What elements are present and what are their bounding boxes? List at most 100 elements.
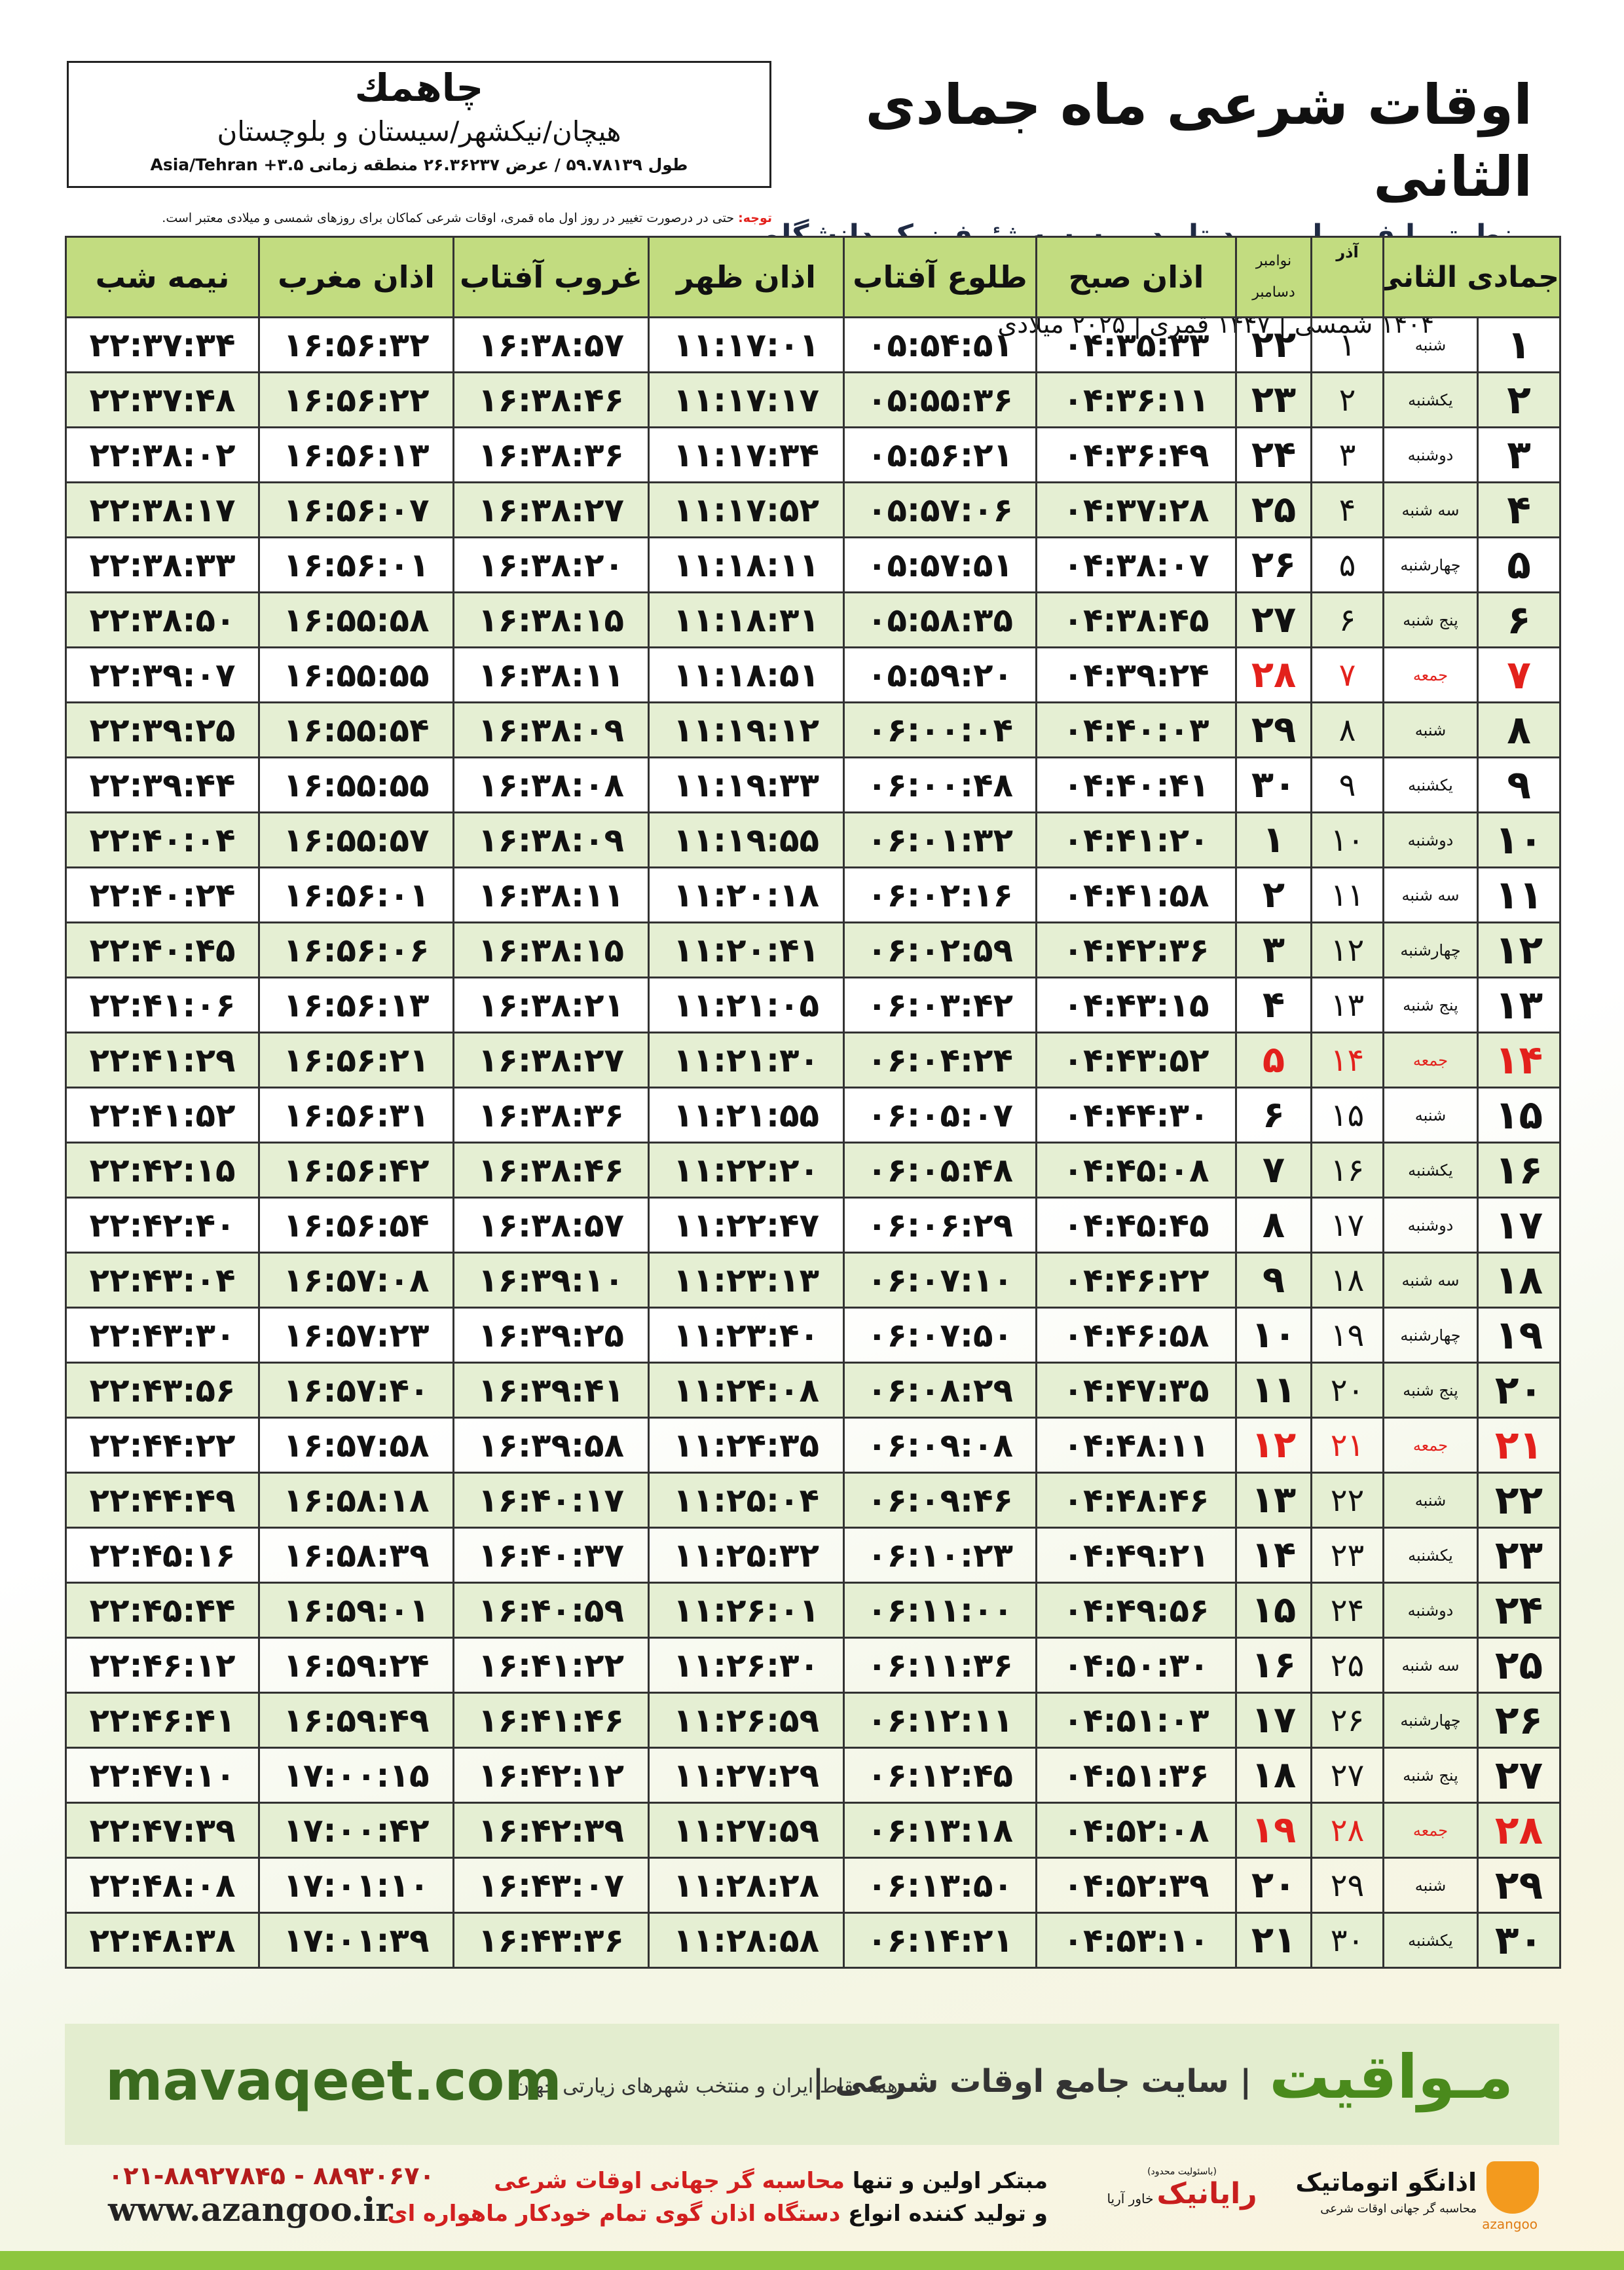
time-cell: ۰۴:۳۵:۳۳	[1035, 316, 1237, 373]
time: ۰۶:۰۰:۴۸	[866, 766, 1014, 804]
time-cell: ۰۶:۰۹:۴۶	[843, 1472, 1037, 1529]
time: ۱۶:۵۵:۵۸	[283, 601, 430, 639]
time-cell: ۱۶:۵۸:۱۸	[258, 1472, 454, 1529]
date-cell: ۲۱	[1235, 1912, 1312, 1969]
date-cell: ۸	[1310, 701, 1384, 758]
table-row: ۱ شنبه ۱ ۲۲ ۰۴:۳۵:۳۳ ۰۵:۵۴:۵۱ ۱۱:۱۷:۰۱ ۱۶:۳۸:۵۷…	[65, 316, 1562, 373]
azangoo-latin: azangoo	[1482, 2216, 1538, 2232]
time-cell: ۰۶:۱۱:۳۶	[843, 1637, 1037, 1694]
time: ۱۶:۳۸:۰۸	[477, 766, 625, 804]
date-cell: ۱۸	[1235, 1747, 1312, 1804]
time-cell: ۲۲:۳۸:۱۷	[65, 481, 260, 538]
table-row: ۲۷ پنج شنبه ۲۷ ۱۸ ۰۴:۵۱:۳۶ ۰۶:۱۲:۴۵ ۱۱:۲۷:۲۹ ۱۶…	[65, 1747, 1562, 1804]
date-cell: ۲۳	[1310, 1527, 1384, 1584]
time-cell: ۰۵:۵۸:۳۵	[843, 591, 1037, 648]
time-cell: ۱۶:۵۷:۵۸	[258, 1417, 454, 1474]
tagline: سایت جامع اوقات شرعی	[835, 2063, 1229, 2100]
time: ۱۱:۲۷:۲۹	[673, 1756, 820, 1795]
date-cell: ۱	[1310, 316, 1384, 373]
banner-logo: مـواقیت	[1269, 2042, 1513, 2112]
date-cell: یکشنبه	[1382, 371, 1479, 428]
date-cell: شنبه	[1382, 701, 1479, 758]
date-cell: ۱۱	[1235, 1362, 1312, 1419]
time-cell: ۰۶:۰۸:۲۹	[843, 1362, 1037, 1419]
table-row: ۱۴ جمعه ۱۴ ۵ ۰۴:۴۳:۵۲ ۰۶:۰۴:۲۴ ۱۱:۲۱:۳۰ ۱۶:۳۸:۲…	[65, 1032, 1562, 1088]
khavar: خاور آریا	[1107, 2191, 1154, 2206]
date-cell: یکشنبه	[1382, 1527, 1479, 1584]
time: ۱۶:۵۶:۳۲	[283, 326, 430, 364]
time-cell: ۱۱:۲۲:۲۰	[648, 1142, 845, 1199]
date-cell: ۹	[1235, 1252, 1312, 1309]
time-cell: ۱۱:۱۷:۰۱	[648, 316, 845, 373]
table-row: ۲۳ یکشنبه ۲۳ ۱۴ ۰۴:۴۹:۲۱ ۰۶:۱۰:۲۳ ۱۱:۲۵:۳۲ ۱۶:۴…	[65, 1527, 1562, 1584]
date-cell: چهارشنبه	[1382, 1307, 1479, 1364]
time-cell: ۱۱:۲۱:۵۵	[648, 1087, 845, 1144]
time-cell: ۱۶:۳۸:۴۶	[452, 371, 650, 428]
time: ۱۶:۳۸:۰۹	[477, 821, 625, 859]
time-cell: ۰۴:۳۷:۲۸	[1035, 481, 1237, 538]
date-cell: ۲۷	[1477, 1747, 1562, 1804]
time-cell: ۰۶:۰۳:۴۲	[843, 977, 1037, 1033]
date-cell: دوشنبه	[1382, 1197, 1479, 1254]
time: ۲۲:۴۵:۱۶	[89, 1536, 236, 1574]
date-cell: ۲۴	[1477, 1582, 1562, 1639]
time: ۱۶:۳۸:۳۶	[477, 1096, 625, 1134]
time-cell: ۰۶:۰۲:۵۹	[843, 921, 1037, 978]
date-cell: ۱۲	[1310, 921, 1384, 978]
date-cell: یکشنبه	[1382, 1912, 1479, 1969]
date-cell: ۱۲	[1235, 1417, 1312, 1474]
time-cell: ۱۶:۵۶:۳۱	[258, 1087, 454, 1144]
date-cell: ۱۹	[1310, 1307, 1384, 1364]
time-cell: ۰۶:۱۳:۱۸	[843, 1802, 1037, 1859]
time-cell: ۱۶:۵۶:۲۱	[258, 1032, 454, 1088]
time: ۲۲:۴۱:۰۶	[89, 986, 236, 1024]
time-cell: ۱۶:۴۰:۱۷	[452, 1472, 650, 1529]
time-cell: ۱۶:۵۵:۵۷	[258, 811, 454, 868]
time: ۱۶:۴۲:۱۲	[477, 1756, 625, 1795]
table-row: ۴ سه شنبه ۴ ۲۵ ۰۴:۳۷:۲۸ ۰۵:۵۷:۰۶ ۱۱:۱۷:۵۲ ۱۶:۳۸…	[65, 481, 1562, 538]
time: ۱۶:۵۶:۴۲	[283, 1151, 430, 1189]
time-cell: ۰۴:۵۱:۳۶	[1035, 1747, 1237, 1804]
time-cell: ۱۶:۵۶:۳۲	[258, 316, 454, 373]
time-cell: ۰۶:۱۰:۲۳	[843, 1527, 1037, 1584]
time-cell: ۱۶:۴۳:۳۶	[452, 1912, 650, 1969]
time: ۰۴:۴۰:۰۳	[1063, 711, 1209, 749]
time-cell: ۰۴:۴۵:۰۸	[1035, 1142, 1237, 1199]
time: ۰۴:۵۱:۳۶	[1063, 1756, 1209, 1795]
time: ۱۶:۵۷:۴۰	[283, 1371, 430, 1409]
date-cell: ۱۸	[1310, 1252, 1384, 1309]
time: ۱۶:۵۹:۰۱	[283, 1591, 430, 1629]
time: ۱۶:۳۸:۱۵	[477, 931, 625, 969]
raianik: رایانیک	[1156, 2177, 1257, 2210]
time-cell: ۲۲:۴۷:۱۰	[65, 1747, 260, 1804]
date-cell: ۲۷	[1235, 591, 1312, 648]
time: ۰۶:۰۳:۴۲	[866, 986, 1014, 1024]
time: ۲۲:۴۴:۲۲	[89, 1426, 236, 1464]
url: mavaqeet.com	[105, 2049, 562, 2113]
header-time: طلوع آفتاب	[843, 236, 1037, 318]
time: ۱۱:۲۴:۰۸	[673, 1371, 820, 1409]
time-cell: ۱۱:۲۰:۱۸	[648, 866, 845, 923]
time-cell: ۱۷:۰۰:۱۵	[258, 1747, 454, 1804]
coords: طول ۵۹.۷۸۱۳۹ / عرض ۲۶.۳۶۲۳۷ منطقه زمانی …	[150, 155, 688, 174]
time: ۰۴:۵۳:۱۰	[1063, 1921, 1209, 1960]
banner-tagline: | سایت جامع اوقات شرعی |	[812, 2063, 1251, 2100]
date-cell: ۲۸	[1235, 646, 1312, 703]
time: ۱۶:۴۰:۵۹	[477, 1591, 625, 1629]
time: ۰۴:۴۵:۴۵	[1063, 1206, 1209, 1244]
date-cell: ۳۰	[1477, 1912, 1562, 1969]
time-cell: ۰۴:۴۶:۲۲	[1035, 1252, 1237, 1309]
company-text: مبتکر اولین و تنها محاسبه گر جهانی اوقات…	[387, 2165, 1048, 2230]
date-cell: ۵	[1310, 536, 1384, 593]
date-cell: ۶	[1235, 1087, 1312, 1144]
time: ۲۲:۴۷:۱۰	[89, 1756, 236, 1795]
time-cell: ۲۲:۴۱:۰۶	[65, 977, 260, 1033]
table-row: ۳۰ یکشنبه ۳۰ ۲۱ ۰۴:۵۳:۱۰ ۰۶:۱۴:۲۱ ۱۱:۲۸:۵۸ ۱۶:۴…	[65, 1912, 1562, 1969]
table-body: ۱ شنبه ۱ ۲۲ ۰۴:۳۵:۳۳ ۰۵:۵۴:۵۱ ۱۱:۱۷:۰۱ ۱۶:۳۸:۵۷…	[65, 316, 1562, 1969]
date-cell: ۵	[1477, 536, 1562, 593]
time: ۱۶:۵۹:۴۹	[283, 1701, 430, 1740]
date-cell: ۲	[1477, 371, 1562, 428]
time-cell: ۱۱:۲۳:۱۳	[648, 1252, 845, 1309]
time-cell: ۲۲:۴۷:۳۹	[65, 1802, 260, 1859]
time: ۱۷:۰۰:۱۵	[283, 1756, 430, 1795]
